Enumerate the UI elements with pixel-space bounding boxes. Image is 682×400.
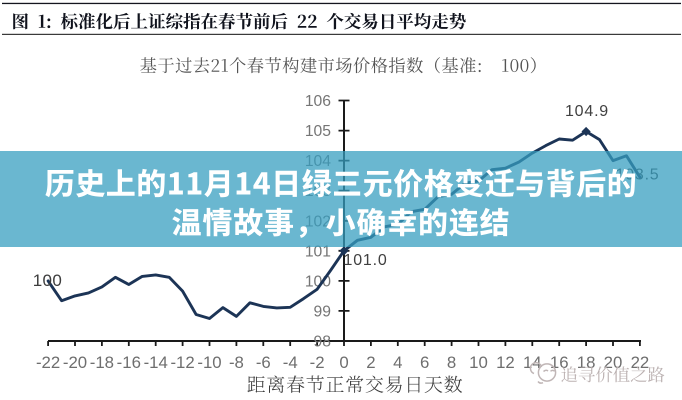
svg-text:10: 10 [469, 353, 488, 372]
svg-text:105: 105 [305, 123, 331, 140]
svg-text:99: 99 [314, 303, 331, 320]
svg-text:-8: -8 [229, 353, 244, 372]
svg-text:101.0: 101.0 [344, 252, 388, 269]
svg-text:104.9: 104.9 [565, 103, 609, 120]
svg-text:101: 101 [305, 243, 331, 260]
svg-text:4: 4 [393, 353, 402, 372]
svg-text:106: 106 [305, 93, 331, 110]
svg-text:-18: -18 [90, 353, 114, 372]
svg-text:2: 2 [366, 353, 375, 372]
svg-text:16: 16 [550, 353, 569, 372]
svg-text:100: 100 [33, 271, 63, 290]
svg-text:18: 18 [577, 353, 596, 372]
svg-text:6: 6 [420, 353, 429, 372]
svg-text:8: 8 [447, 353, 456, 372]
svg-text:98: 98 [314, 334, 332, 351]
svg-text:-2: -2 [310, 353, 325, 372]
svg-text:-20: -20 [63, 353, 87, 372]
svg-text:-12: -12 [170, 353, 194, 372]
svg-text:0: 0 [339, 353, 348, 372]
svg-text:-14: -14 [144, 353, 168, 372]
svg-text:-22: -22 [36, 353, 60, 372]
svg-text:-16: -16 [117, 353, 141, 372]
svg-text:12: 12 [496, 353, 515, 372]
svg-text:-6: -6 [256, 353, 271, 372]
svg-text:-4: -4 [283, 353, 298, 372]
svg-text:-10: -10 [197, 353, 221, 372]
svg-text:22: 22 [631, 353, 650, 372]
svg-text:14: 14 [523, 353, 542, 372]
